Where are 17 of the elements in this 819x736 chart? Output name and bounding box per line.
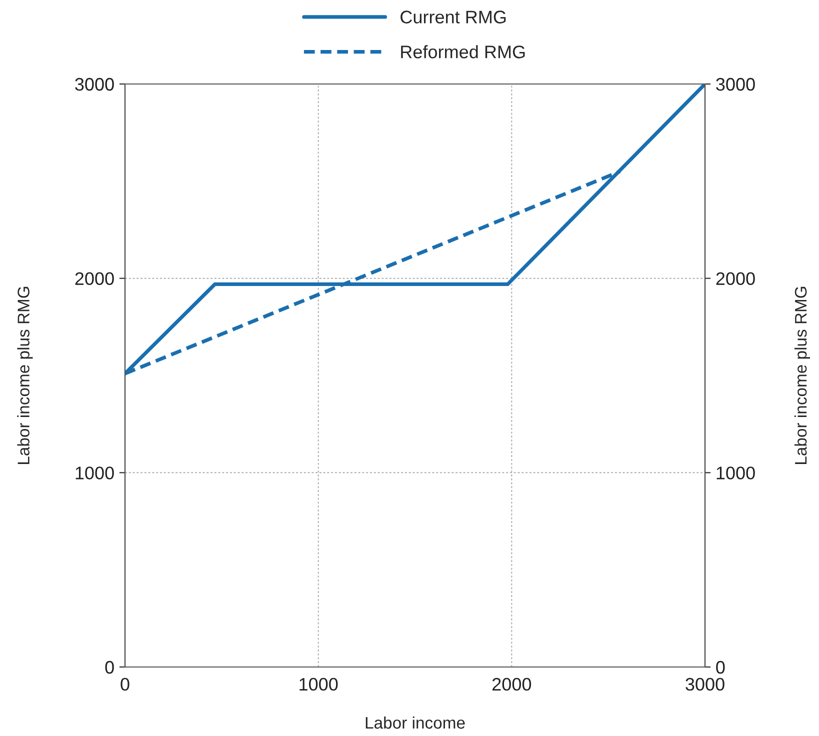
y-tick-label: 3000	[75, 78, 114, 91]
x-tick-label: 1000	[300, 678, 338, 691]
y-tick-label: 1000	[76, 466, 114, 480]
legend-label: Reformed RMG	[401, 45, 525, 58]
x-axis-title: Labor income	[366, 716, 465, 729]
y-axis-title: Labor income plus RMG	[17, 286, 33, 464]
x-tick-label: 3000	[686, 678, 724, 691]
y2-axis-title: Labor income plus RMG	[794, 286, 810, 464]
legend-label: Current RMG	[400, 10, 506, 24]
y2-tick-label: 3000	[716, 78, 755, 91]
y2-tick-label: 1000	[716, 466, 755, 480]
y2-tick-label: 2000	[716, 272, 755, 286]
x-tick-label: 2000	[492, 678, 532, 691]
y-tick-label: 2000	[75, 272, 114, 286]
y2-tick-label: 0	[716, 660, 725, 674]
x-tick-label: 0	[120, 678, 130, 691]
y-tick-label: 0	[105, 660, 114, 674]
